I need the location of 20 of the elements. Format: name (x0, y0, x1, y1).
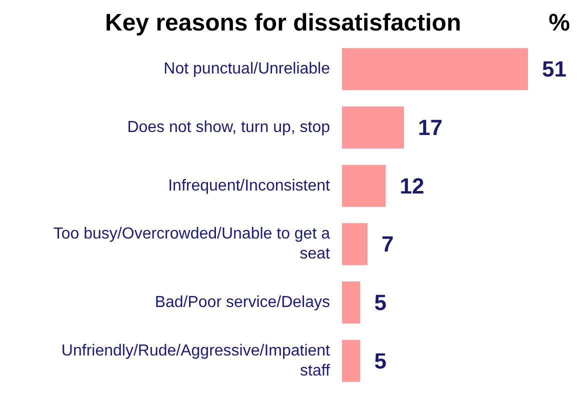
data-label: 5 (374, 290, 386, 315)
data-label: 17 (418, 115, 442, 140)
bar (342, 340, 360, 382)
chart-title: Key reasons for dissatisfaction (105, 10, 462, 36)
data-label: 7 (382, 232, 394, 257)
x-axis-title: % (548, 10, 570, 36)
y-tick-label: Unfriendly/Rude/Aggressive/Impatient staff (61, 342, 331, 380)
data-label: 5 (374, 348, 386, 374)
y-tick-label: Bad/Poor service/Delays (154, 294, 330, 311)
bar (342, 282, 360, 324)
data-label: 51 (542, 56, 566, 82)
y-tick-label: Does not show, turn up, stop (127, 119, 330, 136)
y-tick-label: Infrequent/Inconsistent (168, 177, 331, 194)
bar (342, 164, 386, 207)
data-label: 12 (400, 173, 424, 198)
y-tick-label: Not punctual/Unreliable (164, 60, 330, 78)
y-tick-label: Too busy/Overcrowded/Unable to get a seat (53, 226, 331, 263)
bar (342, 106, 404, 148)
bar (342, 223, 368, 266)
bar (342, 48, 528, 90)
